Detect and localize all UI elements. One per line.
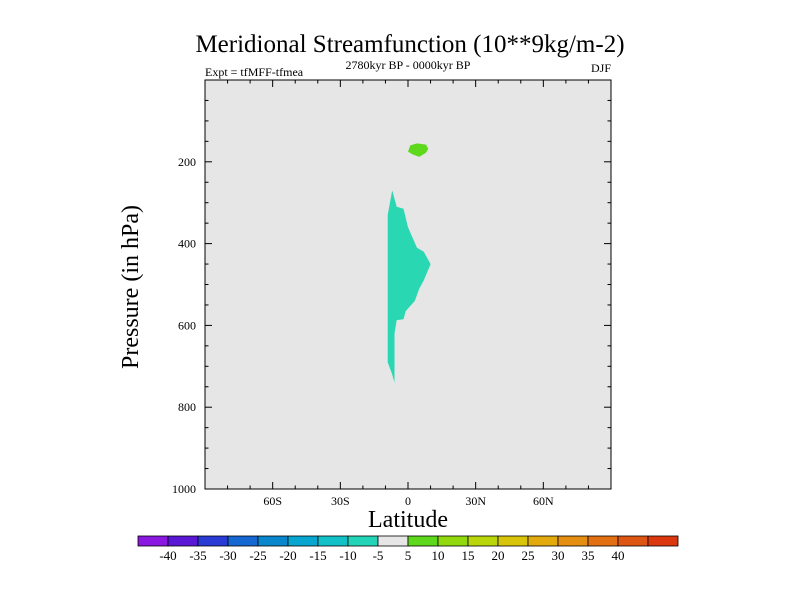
colorbar-swatch <box>317 535 349 547</box>
colorbar-swatch <box>197 535 229 547</box>
colorbar-swatch <box>557 535 589 547</box>
colorbar-swatch <box>167 535 199 547</box>
colorbar-swatch <box>287 535 319 547</box>
colorbar-label: 20 <box>492 548 505 563</box>
y-tick-label: 1000 <box>172 482 196 496</box>
x-tick-label: 60S <box>263 494 282 508</box>
colorbar-swatch <box>587 535 619 547</box>
colorbar-swatch <box>347 535 379 547</box>
plot-area: 60S 30S 0 30N 60N 200 400 600 800 1000 <box>172 79 612 508</box>
colorbar-label: -25 <box>249 548 266 563</box>
x-axis-label: Latitude <box>368 507 448 533</box>
colorbar-label: 15 <box>462 548 475 563</box>
contour-region-negative-10-5 <box>387 190 431 383</box>
season-label: DJF <box>591 61 611 75</box>
colorbar-label: 5 <box>405 548 412 563</box>
period-label: 2780kyr BP - 0000kyr BP <box>346 58 471 72</box>
colorbar-swatch <box>257 535 289 547</box>
colorbar-label: -30 <box>219 548 236 563</box>
x-tick-label: 0 <box>405 494 411 508</box>
y-tick-label: 800 <box>178 400 196 414</box>
colorbar-swatch <box>407 535 439 547</box>
chart-title: Meridional Streamfunction (10**9kg/m-2) <box>195 31 624 58</box>
colorbar-swatch <box>497 535 529 547</box>
colorbar-label: 40 <box>612 548 625 563</box>
colorbar-label: 25 <box>522 548 535 563</box>
axis-ticks: 60S 30S 0 30N 60N 200 400 600 800 1000 <box>172 80 611 508</box>
colorbar: -40 -35 -30 -25 -20 -15 -10 -5 5 10 15 20 25 30 35 40 <box>137 535 679 563</box>
colorbar-label: -5 <box>373 548 384 563</box>
colorbar-label: 35 <box>582 548 595 563</box>
colorbar-label: -35 <box>189 548 206 563</box>
contour-regions <box>387 143 431 383</box>
y-tick-label: 400 <box>178 237 196 251</box>
y-tick-label: 200 <box>178 155 196 169</box>
experiment-label: Expt = tfMFF-tfmea <box>205 65 304 79</box>
colorbar-swatch <box>137 535 169 547</box>
y-axis-label: Pressure (in hPa) <box>118 205 144 369</box>
colorbar-label: 30 <box>552 548 565 563</box>
colorbar-swatch <box>437 535 469 547</box>
x-tick-label: 60N <box>533 494 554 508</box>
x-tick-label: 30S <box>331 494 350 508</box>
colorbar-swatch <box>527 535 559 547</box>
colorbar-swatch <box>377 535 409 547</box>
colorbar-swatch <box>467 535 499 547</box>
colorbar-label: -15 <box>309 548 326 563</box>
colorbar-swatch <box>227 535 259 547</box>
colorbar-label: -10 <box>339 548 356 563</box>
colorbar-swatch <box>617 535 649 547</box>
colorbar-swatch <box>647 535 679 547</box>
x-tick-label: 30N <box>465 494 486 508</box>
colorbar-label: -20 <box>279 548 296 563</box>
contour-region-positive-5-10 <box>408 143 429 157</box>
colorbar-label: -40 <box>159 548 176 563</box>
colorbar-label: 10 <box>432 548 445 563</box>
y-tick-label: 600 <box>178 318 196 332</box>
